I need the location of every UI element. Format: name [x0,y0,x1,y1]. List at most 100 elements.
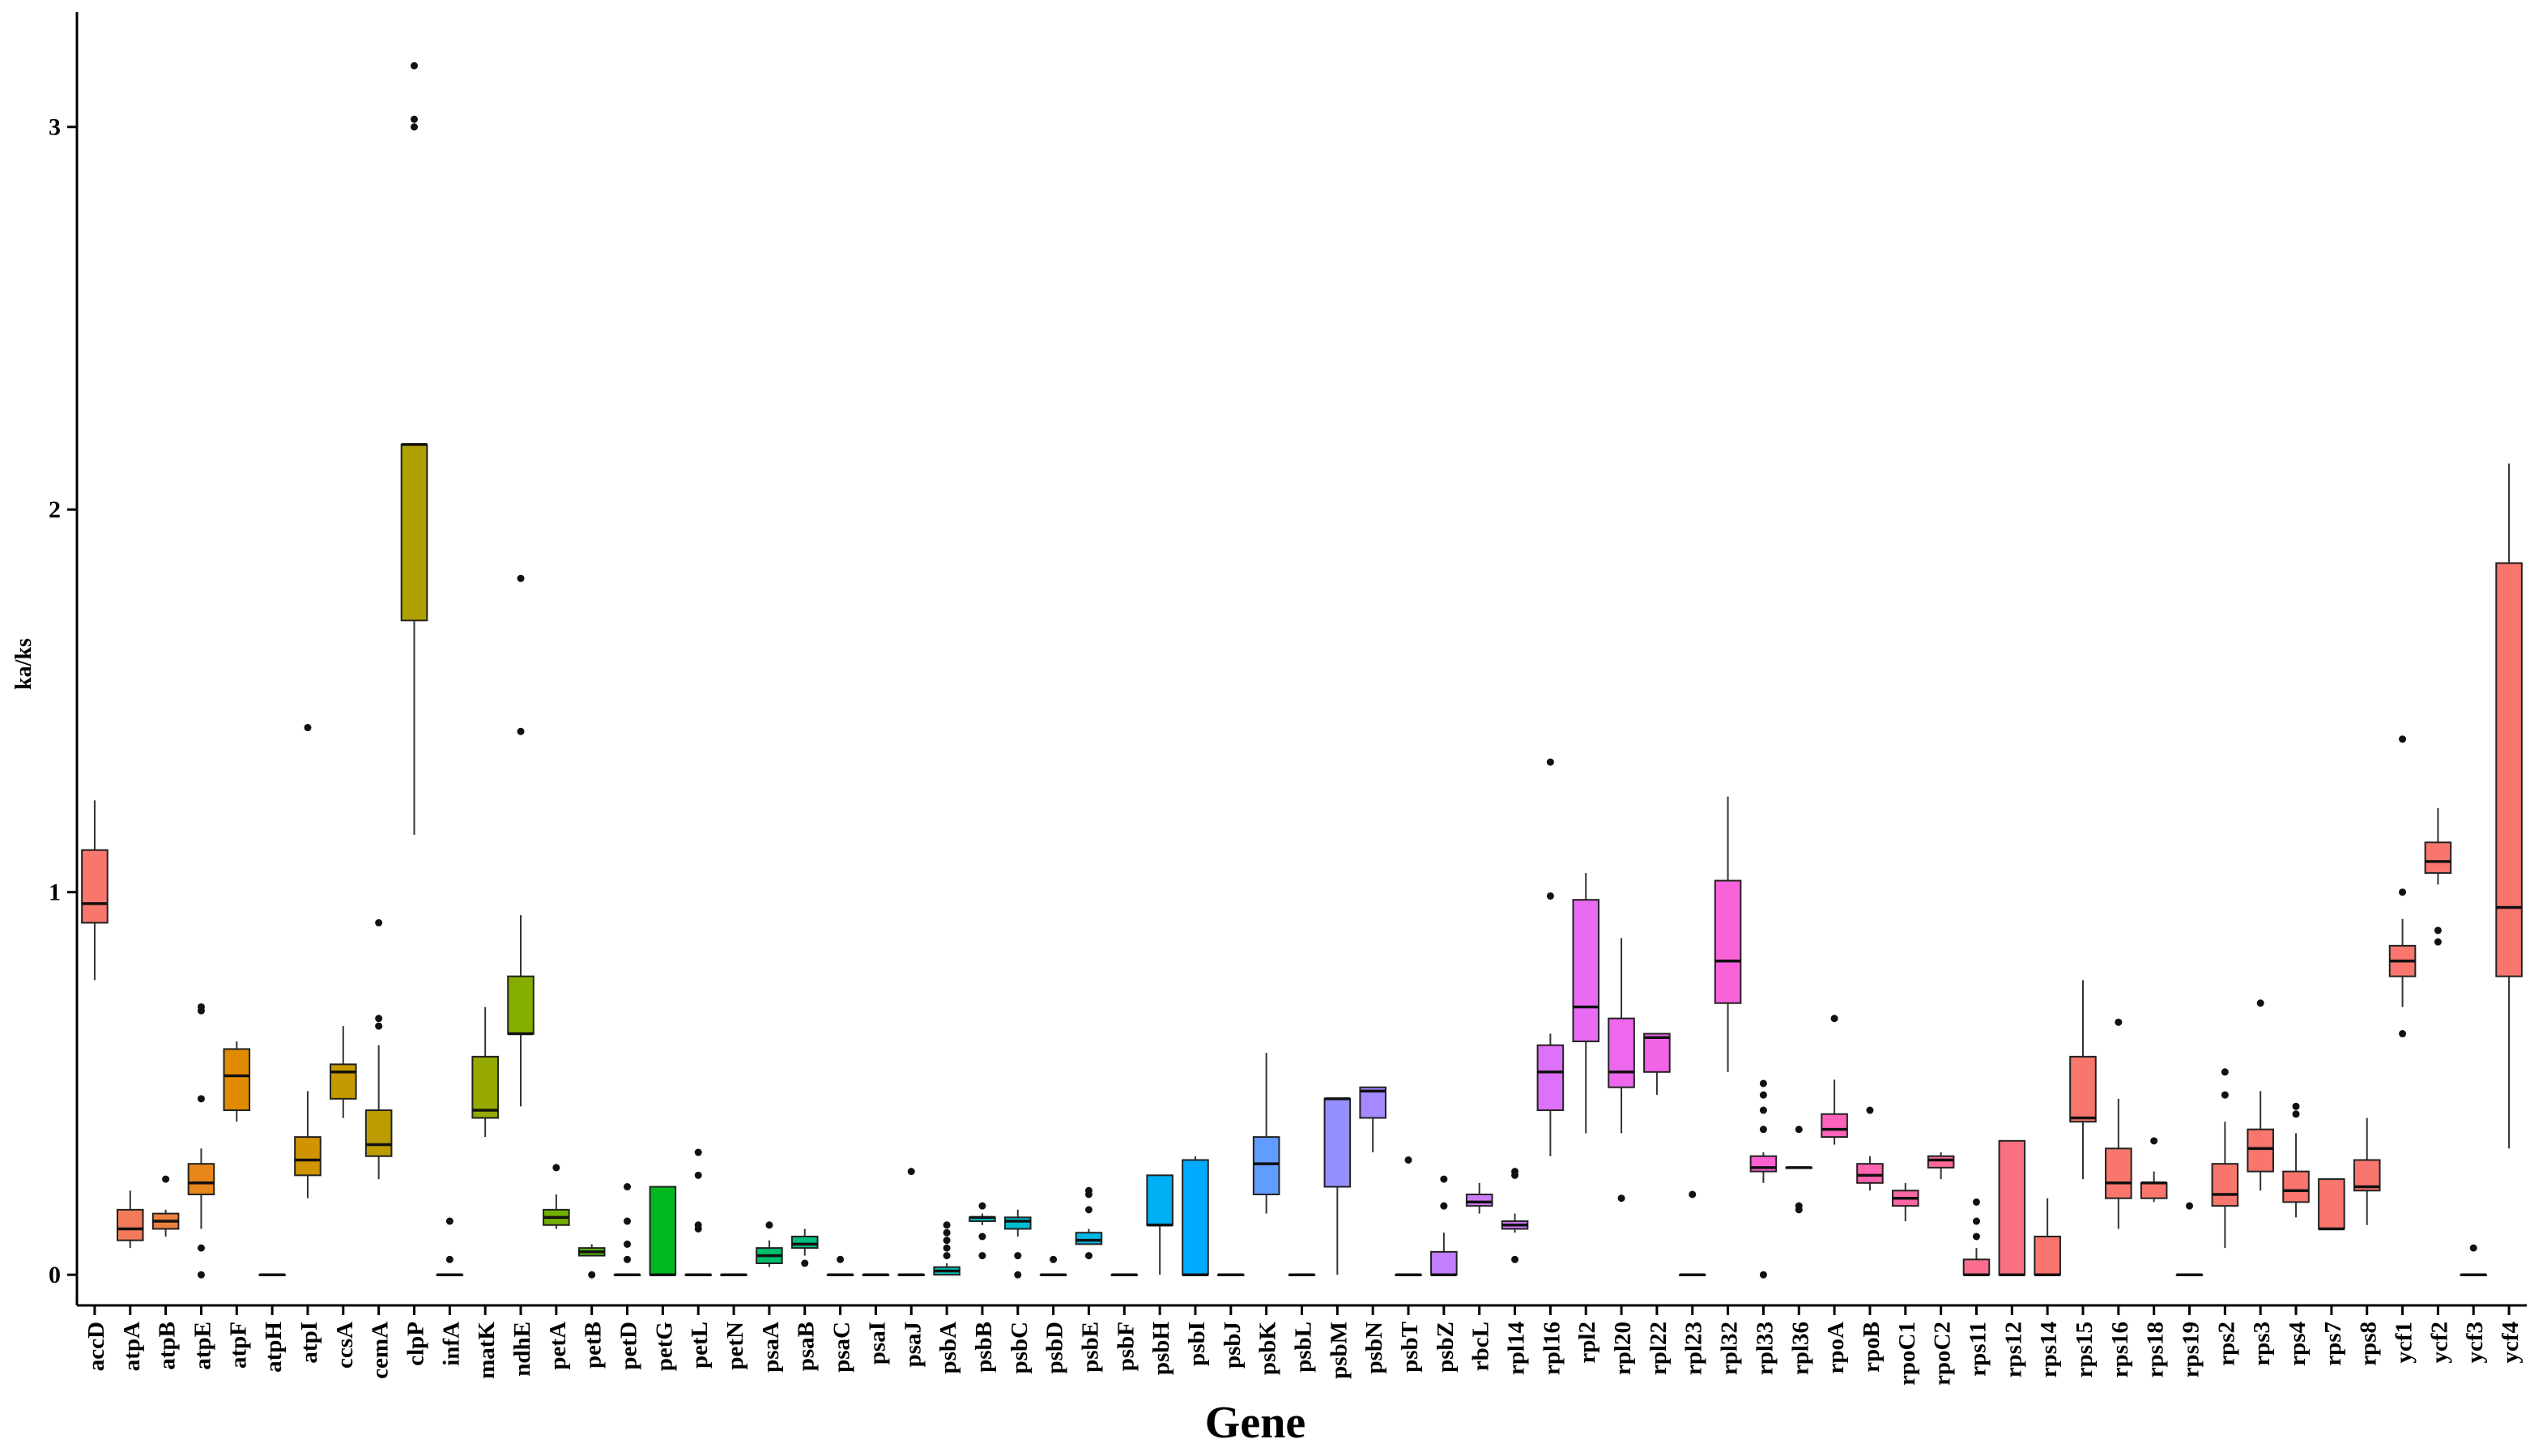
box-clpP [400,62,428,835]
box-atpF [223,1041,251,1122]
x-tick-label: rps16 [2107,1322,2133,1377]
x-tick-label: rpoC2 [1930,1322,1956,1386]
box-psaB [790,1228,819,1267]
box-iqr [1536,1044,1565,1112]
box-iqr [1182,1159,1209,1276]
box-psaC [826,1255,854,1276]
outlier-point [2469,1244,2477,1252]
outlier-point [410,62,418,70]
box-iqr [294,1136,322,1177]
x-tick-label: psbF [1113,1322,1139,1371]
x-tick-label: atpI [296,1322,322,1364]
box-iqr [2495,562,2523,977]
box-rps14 [2034,1198,2061,1276]
outlier-point [978,1232,986,1241]
outlier-point [2434,938,2442,946]
y-tick-label: 1 [49,879,61,906]
x-tick-label: psbI [1184,1322,1210,1366]
box-rpl16 [1536,758,1565,1156]
plot-area: 0 1 2 3 accD atpA atpB atpE atpF atpH atpI ccsA cemA… [49,12,2527,1386]
box-infA [436,1217,464,1276]
box-atpA [116,1190,144,1249]
outlier-point [1759,1126,1767,1134]
box-iqr [81,849,109,924]
outlier-point [1830,1015,1838,1023]
x-tick-label: ccsA [332,1322,358,1369]
y-tick-label: 0 [49,1262,61,1288]
x-axis-title: Gene [1205,1398,1305,1448]
x-tick-label: ycf2 [2426,1322,2452,1364]
outlier-point [1972,1232,1980,1241]
box-iqr [1962,1258,1991,1276]
outlier-point [375,1022,383,1030]
box-rpl14 [1501,1168,1529,1263]
x-tick-label: psaJ [900,1322,926,1367]
x-tick-label: infA [438,1322,464,1366]
outlier-point [552,1164,560,1172]
box-rpl20 [1608,938,1635,1203]
outlier-point [1759,1091,1767,1099]
x-tick-label: rpoA [1823,1322,1849,1374]
outlier-point [410,115,418,123]
box-psbI [1182,1156,1209,1276]
outlier-point [943,1244,951,1252]
box-ycf3 [2460,1244,2488,1276]
outlier-point [1795,1202,1803,1210]
outlier-point [1866,1106,1874,1114]
outlier-point [943,1237,951,1245]
x-tick-label: rps7 [2320,1322,2346,1366]
outlier-point [1972,1217,1980,1225]
x-tick-label: rps19 [2179,1322,2204,1377]
x-tick-label: clpP [402,1322,428,1366]
x-tick-label: psbN [1361,1322,1387,1374]
x-tick-label: atpB [155,1322,181,1370]
outlier-point [304,724,312,732]
x-tick-label: petA [545,1322,571,1370]
box-petL [684,1148,712,1276]
box-rpoB [1856,1106,1884,1191]
box-iqr [2211,1163,2239,1207]
outlier-point [1084,1206,1092,1214]
x-tick-label: atpA [119,1322,145,1371]
box-iqr [1003,1216,1032,1230]
outlier-point [1617,1194,1625,1203]
outlier-point [1546,892,1554,900]
outlier-point [1084,1186,1092,1194]
outlier-point [445,1255,454,1263]
x-tick-label: ndhE [509,1322,535,1377]
outlier-point [624,1255,632,1263]
outlier-point [2186,1202,2194,1210]
box-psbM [1323,1097,1352,1275]
box-iqr [1927,1155,1955,1169]
box-iqr [2424,841,2452,875]
box-iqr [1643,1032,1671,1073]
x-tick-label: rps14 [2036,1322,2062,1377]
x-tick-label: psbD [1042,1322,1068,1374]
box-petB [577,1244,606,1279]
box-iqr [1998,1139,2026,1276]
outlier-point [943,1252,951,1260]
box-rps4 [2282,1102,2310,1218]
box-rps11 [1962,1198,1991,1276]
outlier-point [624,1240,632,1248]
outlier-point [1084,1252,1092,1260]
box-rpl36 [1785,1126,1813,1214]
x-tick-label: petN [722,1322,748,1370]
box-atpB [151,1175,180,1237]
x-tick-label: rpl2 [1574,1322,1600,1364]
x-tick-label: rpl22 [1646,1322,1672,1375]
x-tick-label: ycf1 [2392,1322,2417,1364]
box-iqr [507,975,535,1035]
box-iqr [2318,1178,2345,1230]
outlier-point [2399,888,2407,896]
box-rps7 [2318,1178,2345,1231]
outlier-point [2292,1110,2300,1118]
box-rps8 [2353,1118,2381,1225]
x-tick-label: psbE [1077,1322,1103,1373]
outlier-point [375,1015,383,1023]
x-tick-label: psbL [1291,1322,1317,1373]
x-tick-label: accD [83,1322,109,1371]
x-tick-label: cemA [368,1322,394,1379]
box-accD [81,800,109,981]
box-iqr [2034,1235,2061,1276]
